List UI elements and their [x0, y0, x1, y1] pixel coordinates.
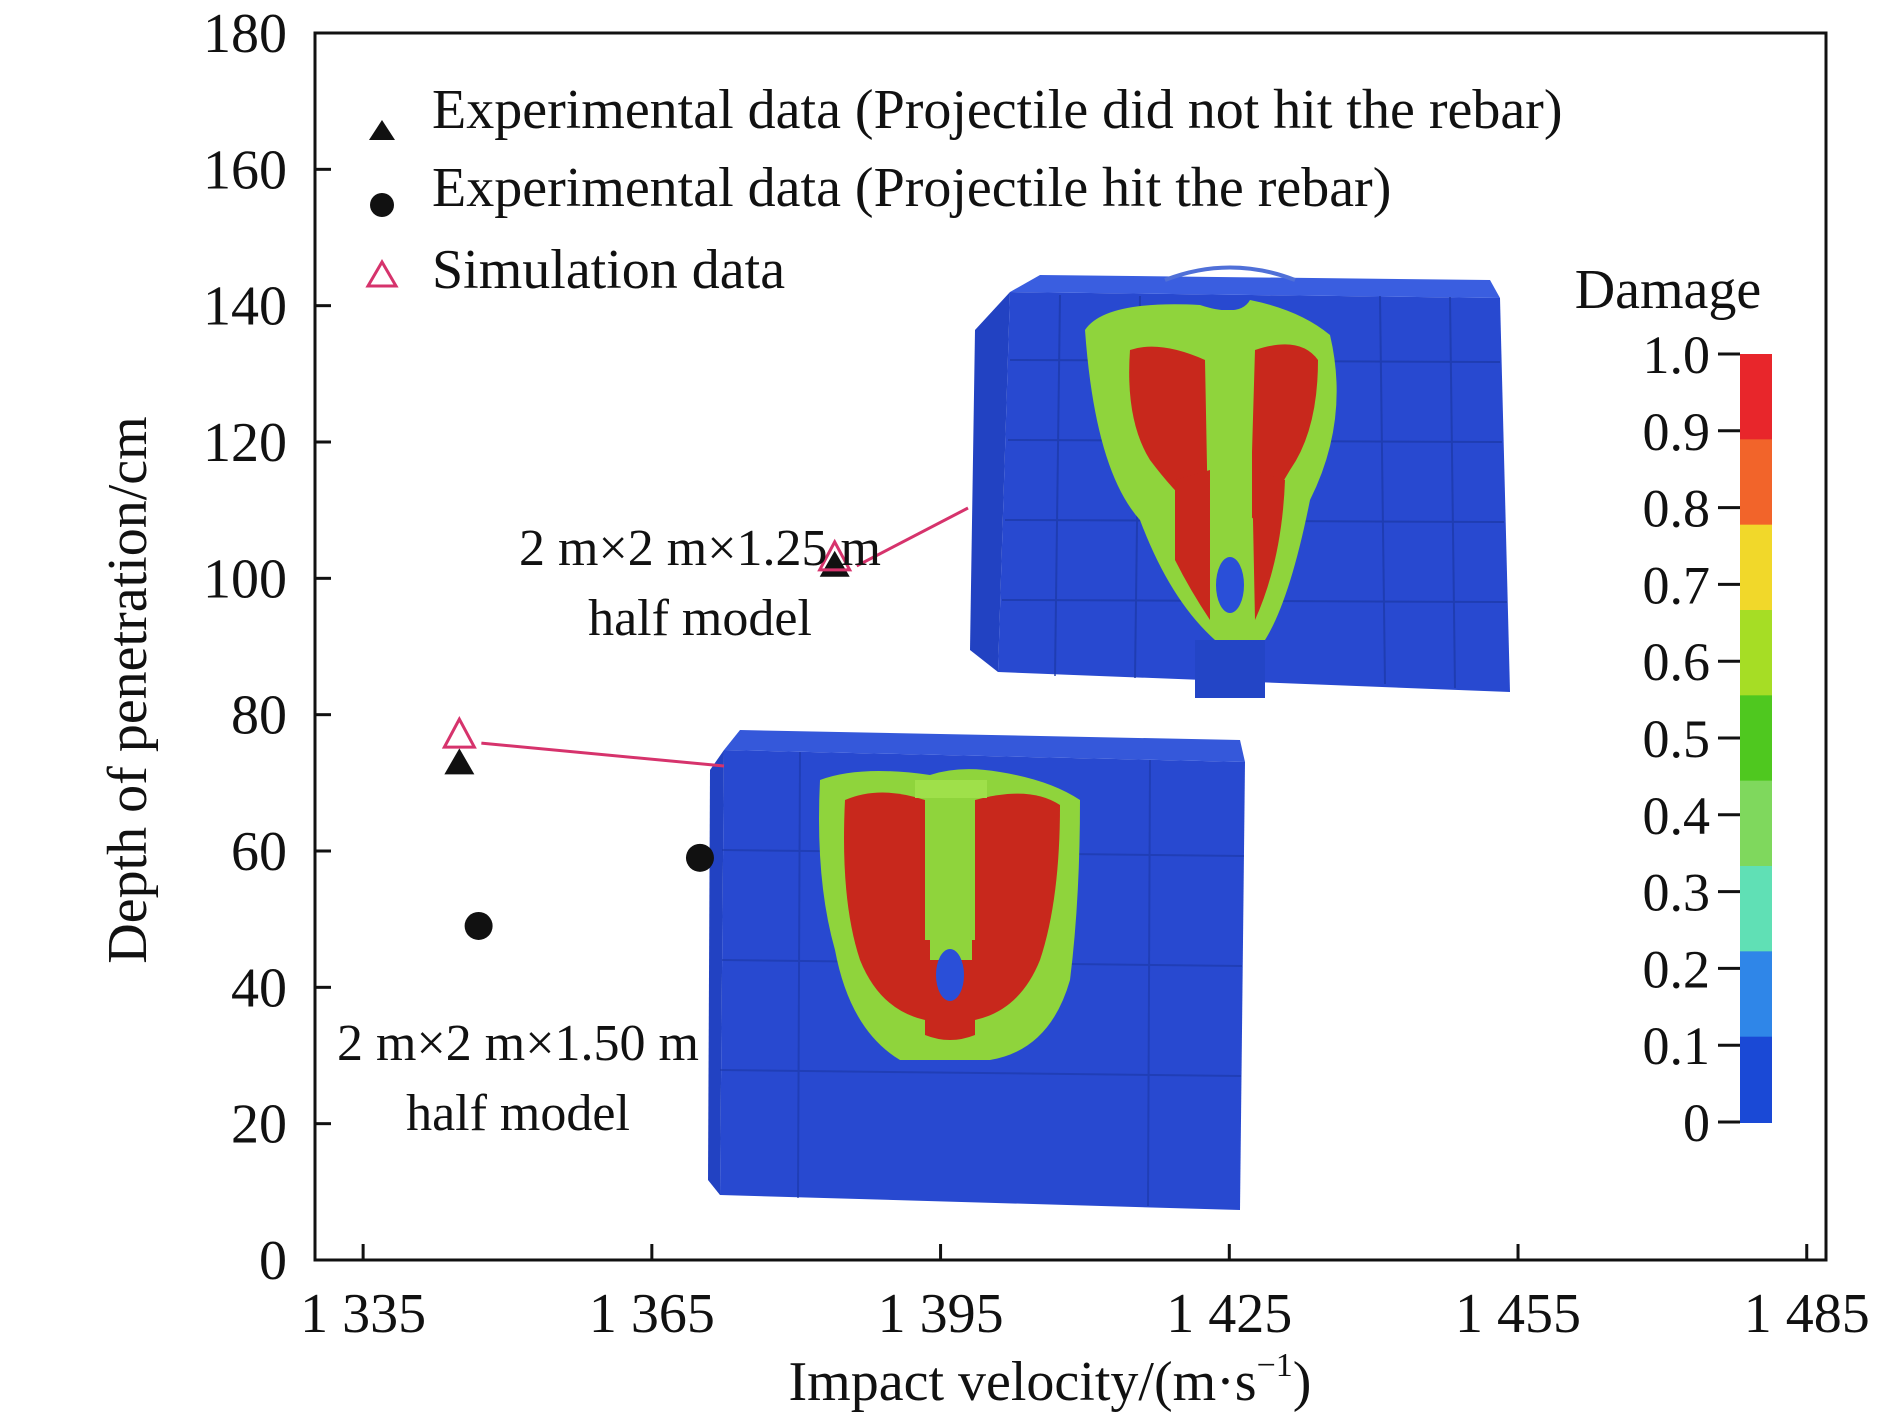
legend-marker-open-triangle	[365, 259, 399, 288]
annotation-1-line-2: half model	[588, 590, 812, 647]
colorbar-tick-label: 0.1	[1643, 1016, 1711, 1076]
colorbar-segment	[1740, 1036, 1772, 1123]
colorbar-tick-label: 0.5	[1643, 709, 1711, 769]
data-points	[441, 538, 853, 940]
x-tick-label: 1 365	[589, 1283, 715, 1345]
y-tick-label: 0	[259, 1230, 287, 1292]
x-tick-label: 1 335	[300, 1283, 426, 1345]
y-tick-label: 120	[203, 412, 287, 474]
x-tick-label: 1 425	[1166, 1283, 1292, 1345]
x-axis-label-sup: −1	[1257, 1347, 1293, 1384]
colorbar-title: Damage	[1575, 259, 1762, 321]
legend-label-1: Experimental data (Projectile hit the re…	[432, 157, 1391, 219]
colorbar-tick-label: 0.7	[1643, 555, 1711, 615]
annotation-2-line-2: half model	[406, 1085, 630, 1142]
leader-lines	[481, 506, 969, 768]
legend: Experimental data (Projectile did not hi…	[365, 79, 1562, 301]
colorbar-segment	[1740, 354, 1772, 441]
colorbar-tick-label: 0.4	[1643, 786, 1711, 846]
legend-label-2: Simulation data	[432, 239, 785, 301]
leader-line-b	[481, 741, 725, 768]
x-tick-label: 1 455	[1455, 1283, 1581, 1345]
y-tick-label: 160	[203, 139, 287, 201]
legend-marker-filled-triangle	[369, 120, 395, 140]
inset-model-a	[970, 265, 1510, 698]
y-tick-label: 20	[231, 1094, 287, 1156]
x-tick-label: 1 395	[878, 1283, 1004, 1345]
legend-marker-filled-circle	[370, 193, 394, 217]
colorbar-segment	[1740, 610, 1772, 697]
colorbar-tick-label: 0.2	[1643, 939, 1711, 999]
point-experimental-no-rebar	[444, 748, 475, 775]
y-tick-label: 60	[231, 821, 287, 883]
y-tick-label: 140	[203, 276, 287, 338]
x-axis-label-main: Impact velocity/(m·s	[789, 1351, 1257, 1413]
axes: 1 335 1 365 1 395 1 425 1 455 1 485 0 20 40 60 80 1…	[203, 3, 1870, 1345]
point-simulation	[441, 715, 477, 749]
colorbar-segment	[1740, 439, 1772, 526]
y-tick-label: 100	[203, 548, 287, 610]
annotation-2-line-1: 2 m×2 m×1.50 m	[337, 1015, 699, 1072]
colorbar-segment	[1740, 951, 1772, 1038]
colorbar-tick-label: 0.9	[1643, 402, 1711, 462]
colorbar-tick-label: 0	[1683, 1093, 1710, 1153]
annotation-1-line-1: 2 m×2 m×1.25 m	[519, 520, 881, 577]
point-experimental-rebar	[464, 911, 493, 940]
y-tick-label: 40	[231, 957, 287, 1019]
x-axis-label-tail: )	[1293, 1351, 1312, 1413]
plot-frame	[313, 31, 1828, 1262]
x-tick-label: 1 485	[1744, 1283, 1870, 1345]
leader-line-a	[856, 506, 969, 568]
colorbar-tick-label: 0.6	[1643, 632, 1711, 692]
x-axis-label: Impact velocity/(m·s−1)	[789, 1347, 1312, 1413]
colorbar: Damage 1.0 0.9 0.8 0.7 0.6 0.5 0.4 0.3 0.2 0.1 0	[1575, 259, 1772, 1153]
colorbar-segment	[1740, 780, 1772, 867]
point-simulation	[817, 538, 853, 572]
colorbar-tick-label: 1.0	[1643, 325, 1711, 385]
colorbar-tick-label: 0.8	[1643, 479, 1711, 539]
legend-label-0: Experimental data (Projectile did not hi…	[432, 79, 1562, 141]
colorbar-segment	[1740, 524, 1772, 611]
annotations: 2 m×2 m×1.25 m half model 2 m×2 m×1.50 m…	[337, 520, 881, 1142]
colorbar-segment	[1740, 695, 1772, 782]
colorbar-tick-label: 0.3	[1643, 863, 1711, 923]
y-tick-label: 80	[231, 685, 287, 747]
point-experimental-rebar	[685, 843, 714, 872]
y-axis-label: Depth of penetration/cm	[97, 416, 159, 963]
y-tick-label: 180	[203, 3, 287, 65]
inset-model-b	[708, 730, 1245, 1210]
colorbar-segment	[1740, 866, 1772, 953]
